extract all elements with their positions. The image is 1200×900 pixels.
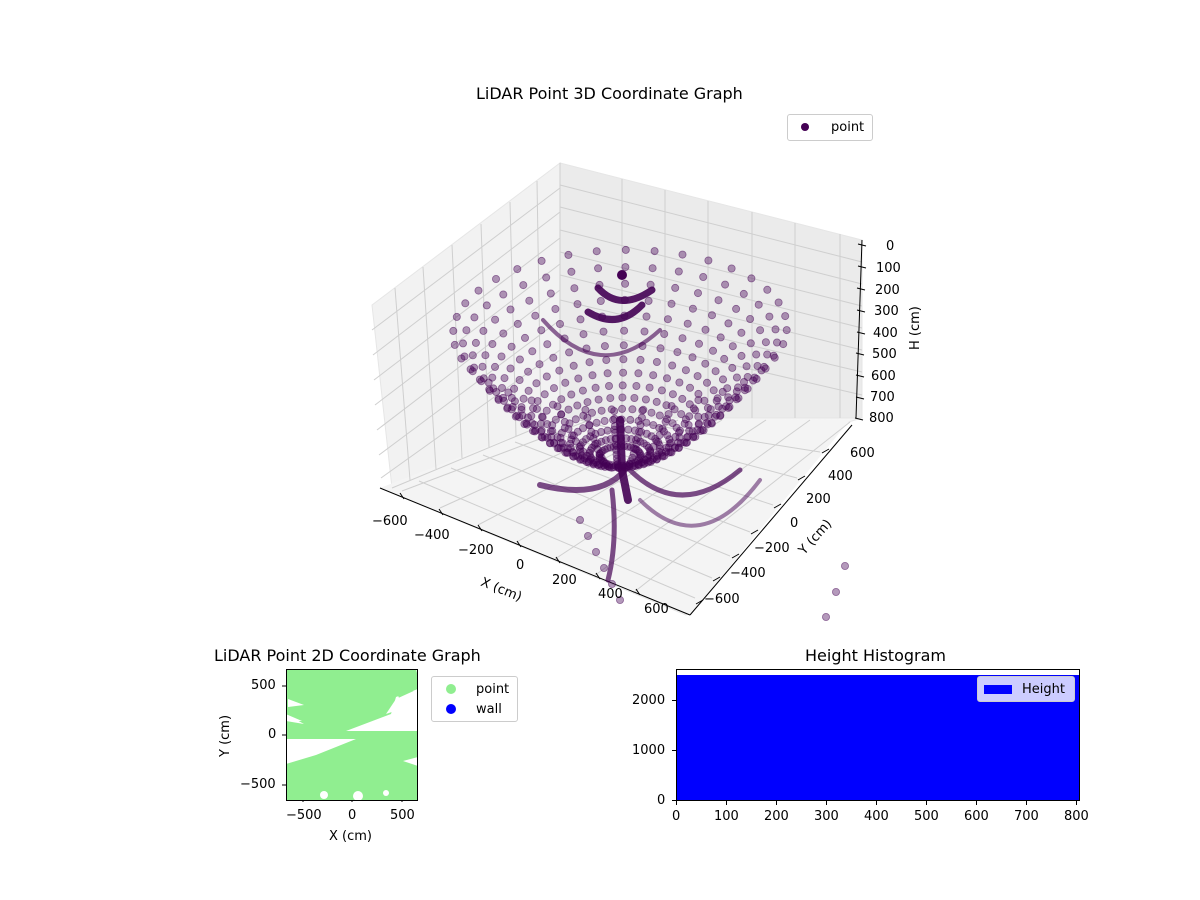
hist-y-tick-1000: 1000 (632, 743, 666, 758)
legend-marker-point-icon (446, 684, 456, 694)
hist-x-tick-500: 500 (914, 809, 939, 824)
plot3d-z-tick-7: 700 (870, 390, 895, 405)
plot3d-x-tick-5: 400 (598, 587, 623, 602)
plot3d-z-tick-4: 400 (873, 326, 898, 341)
legend-marker-wall-icon (446, 704, 456, 714)
plot2d-x-tick-neg500: −500 (286, 808, 322, 823)
plot2d-y-tick-500: 500 (251, 678, 276, 693)
plot3d-x-tick-3: 0 (516, 558, 525, 573)
plot3d-title: LiDAR Point 3D Coordinate Graph (476, 84, 743, 103)
plot3d-y-tick-3: 0 (790, 516, 799, 531)
plot3d-y-tick-2: −200 (754, 541, 790, 556)
plot3d-z-tick-1: 100 (876, 261, 901, 276)
hist-x-tick-200: 200 (764, 809, 789, 824)
plot3d-y-tick-6: 600 (850, 446, 875, 461)
hist-title: Height Histogram (805, 646, 946, 665)
hist-legend: Height (977, 676, 1075, 702)
plot3d-z-tick-5: 500 (872, 347, 897, 362)
legend-label-point: point (476, 681, 510, 697)
hist-x-tick-100: 100 (714, 809, 739, 824)
hist-x-tick-800: 800 (1064, 809, 1089, 824)
plot3d-y-tick-1: −400 (730, 566, 766, 581)
plot2d-y-label: Y (cm) (218, 714, 233, 757)
plot3d-x-tick-2: −200 (458, 543, 494, 558)
plot3d-x-tick-6: 600 (644, 602, 669, 617)
plot2d-x-tick-0: 0 (348, 808, 357, 823)
plot2d-yticks (282, 685, 286, 786)
plot3d-legend: point (787, 114, 873, 141)
hist-x-tick-700: 700 (1014, 809, 1039, 824)
plot3d-y-tick-5: 400 (828, 469, 853, 484)
legend-label-wall: wall (476, 701, 502, 717)
plot3d-x-tick-1: −400 (414, 528, 450, 543)
plot3d-z-tick-0: 0 (886, 239, 895, 254)
plot3d-y-tick-0: −600 (704, 592, 740, 607)
plot3d-x-tick-4: 200 (552, 573, 577, 588)
plot3d-z-label: H (cm) (908, 306, 923, 350)
plot2d-y-tick-neg500: −500 (240, 777, 276, 792)
legend-label-height: Height (1022, 681, 1065, 697)
legend-label-point: point (831, 119, 865, 135)
plot3d-z-tick-2: 200 (875, 283, 900, 298)
plot3d-z-tick-8: 800 (869, 411, 894, 426)
plot2d-x-label: X (cm) (329, 829, 372, 844)
plot2d-legend: point wall (431, 676, 518, 722)
legend-swatch-height-icon (984, 684, 1012, 694)
plot3d-canvas (371, 161, 867, 622)
plot3d-x-tick-0: −600 (372, 514, 408, 529)
hist-x-tick-300: 300 (814, 809, 839, 824)
hist-x-tick-600: 600 (964, 809, 989, 824)
hist-x-tick-400: 400 (864, 809, 889, 824)
plot2d-canvas (286, 669, 418, 802)
plot3d-y-tick-4: 200 (806, 492, 831, 507)
hist-x-tick-0: 0 (672, 809, 681, 824)
plot3d-z-tick-6: 600 (871, 369, 896, 384)
legend-marker-point-icon (801, 123, 809, 131)
hist-y-tick-0: 0 (657, 793, 666, 808)
plot2d-y-tick-0: 0 (268, 727, 277, 742)
plot2d-x-tick-500: 500 (390, 808, 415, 823)
plot2d-title: LiDAR Point 2D Coordinate Graph (214, 646, 481, 665)
plot3d-z-tick-3: 300 (874, 304, 899, 319)
hist-y-tick-2000: 2000 (632, 693, 666, 708)
